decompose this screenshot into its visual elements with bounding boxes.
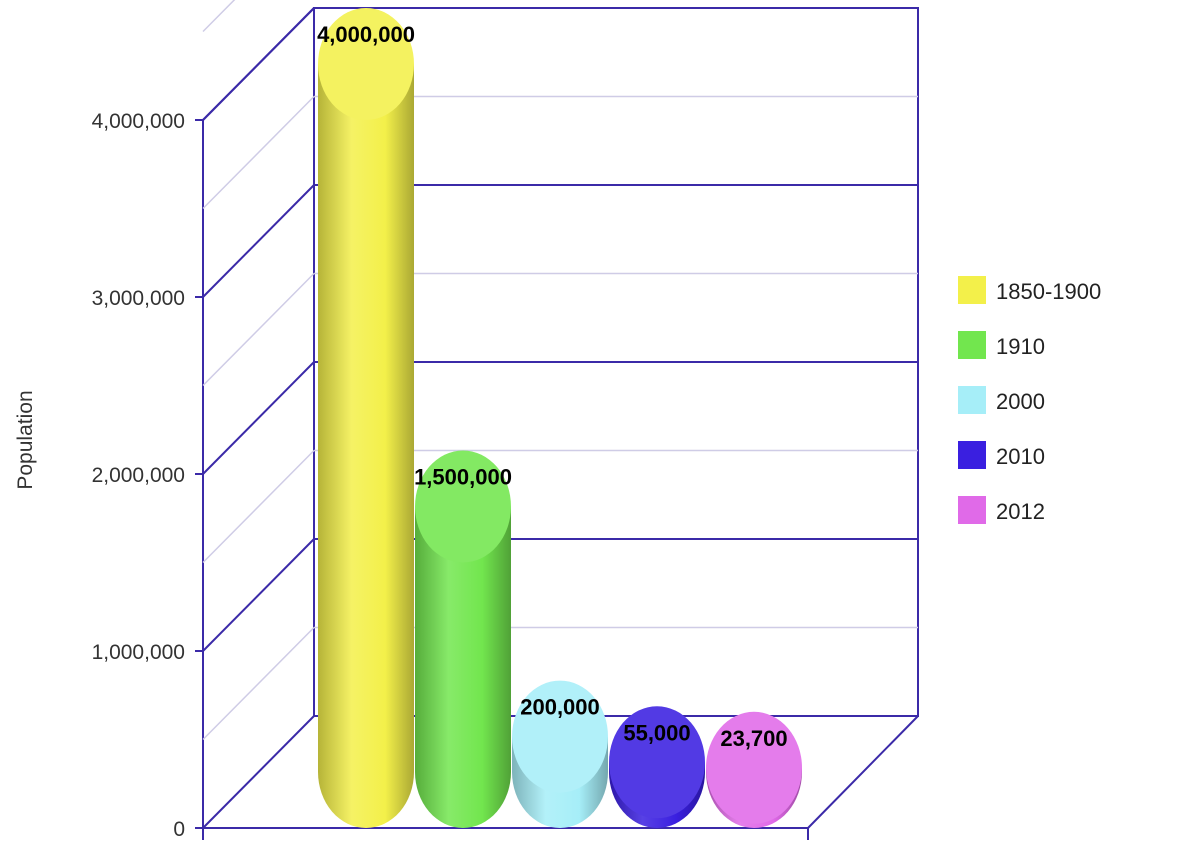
data-label: 1,500,000 xyxy=(414,465,512,490)
cylinder-top xyxy=(706,711,802,824)
cylinder-top xyxy=(318,8,414,120)
cylinder-body xyxy=(318,64,414,828)
gridline-side xyxy=(202,626,315,741)
bar-1850-1900 xyxy=(318,8,414,828)
bar-2010 xyxy=(609,706,705,828)
bars xyxy=(318,8,802,828)
floor-left-edge xyxy=(202,715,315,829)
gridline-side xyxy=(202,449,315,564)
y-tick-label: 2,000,000 xyxy=(92,464,185,487)
legend-item: 1850-1900 xyxy=(958,276,1101,304)
y-tick-label: 4,000,000 xyxy=(92,110,185,133)
cylinder-top xyxy=(512,680,608,793)
legend-label: 1910 xyxy=(996,334,1045,359)
legend-label: 2010 xyxy=(996,444,1045,469)
data-label: 23,700 xyxy=(720,726,787,751)
legend-label: 2000 xyxy=(996,389,1045,414)
bar-1910 xyxy=(415,450,511,828)
bar-2000 xyxy=(512,680,608,828)
data-label: 55,000 xyxy=(623,720,690,745)
data-label: 200,000 xyxy=(520,695,600,720)
y-axis-label: Population xyxy=(14,390,37,489)
gridline-side xyxy=(202,272,315,387)
legend-swatch xyxy=(958,441,986,469)
legend-label: 1850-1900 xyxy=(996,279,1101,304)
grid-lines xyxy=(202,0,918,741)
legend-item: 1910 xyxy=(958,331,1045,359)
legend-label: 2012 xyxy=(996,499,1045,524)
y-tick-label: 1,000,000 xyxy=(92,641,185,664)
bar-2012 xyxy=(706,711,802,828)
data-label: 4,000,000 xyxy=(317,22,415,47)
legend-item: 2010 xyxy=(958,441,1045,469)
gridline-side xyxy=(202,7,315,121)
legend: 1850-1900 1910 2000 2010 2012 xyxy=(958,276,1101,524)
gridline-side xyxy=(202,184,315,298)
legend-swatch xyxy=(958,496,986,524)
y-tick-label: 0 xyxy=(173,818,185,841)
legend-swatch xyxy=(958,331,986,359)
data-labels: 4,000,000 1,500,000 200,000 55,000 23,700 xyxy=(317,22,788,751)
gridline-side xyxy=(202,538,315,652)
gridline-side xyxy=(202,0,236,33)
cylinder-body xyxy=(415,506,511,828)
legend-swatch xyxy=(958,386,986,414)
gridline-side xyxy=(202,95,315,210)
gridline-side xyxy=(202,361,315,475)
y-axis-ticks: 0 1,000,000 2,000,000 3,000,000 4,000,000 xyxy=(92,110,203,841)
legend-swatch xyxy=(958,276,986,304)
cylinder-top xyxy=(415,450,511,563)
floor-right-edge xyxy=(807,715,919,829)
cylinder-top xyxy=(609,706,705,819)
y-tick-label: 3,000,000 xyxy=(92,287,185,310)
legend-item: 2000 xyxy=(958,386,1045,414)
legend-item: 2012 xyxy=(958,496,1045,524)
